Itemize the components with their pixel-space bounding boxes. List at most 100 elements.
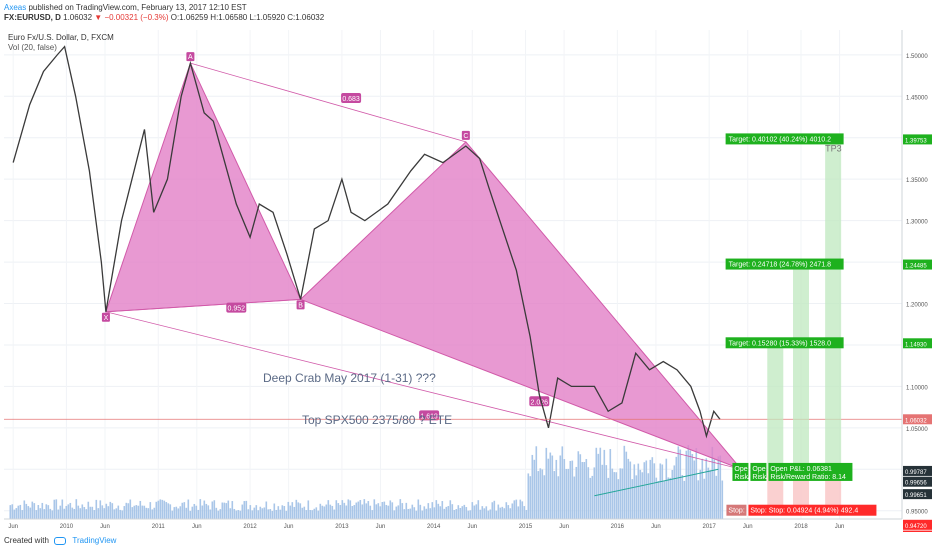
publish-text: published on TradingView.com, February 1… [28, 3, 247, 12]
volume-bar [105, 503, 108, 519]
x-tick-label: 2017 [702, 524, 716, 530]
volume-bar [667, 477, 670, 519]
volume-bar [523, 506, 526, 519]
volume-bar [457, 505, 460, 519]
ratio-label-box [341, 92, 362, 103]
price-tag: 0.99651 [905, 493, 927, 499]
volume-bar [313, 508, 316, 519]
volume-bar [341, 500, 344, 519]
volume-bar [695, 448, 698, 519]
target-zone [825, 139, 842, 471]
volume-bar [569, 460, 572, 519]
volume-bar [247, 509, 250, 519]
author-link[interactable]: Axeas [4, 3, 27, 12]
volume-bar [679, 449, 682, 519]
volume-bar [587, 467, 590, 519]
pattern-leg [105, 298, 301, 313]
volume-bar [311, 510, 314, 519]
x-tick-label: Jun [651, 524, 661, 530]
volume-bar [31, 501, 34, 519]
volume-bar [621, 468, 624, 519]
pattern-point-marker [461, 130, 470, 140]
volume-bar [305, 510, 308, 519]
volume-bar [503, 508, 506, 519]
volume-bar [421, 510, 424, 519]
stop-mini-label: Stop: [728, 508, 744, 515]
volume-bar [407, 508, 410, 519]
x-tick-label: 2011 [152, 524, 166, 530]
volume-bar [15, 508, 18, 519]
chart-labels [594, 468, 719, 497]
x-tick-label: Jun [559, 524, 569, 530]
volume-bar [349, 500, 352, 519]
volume-bar [599, 447, 602, 519]
volume-bar [255, 505, 258, 519]
volume-bar [137, 505, 140, 519]
volume-bar [689, 450, 692, 519]
volume-bar [123, 506, 126, 519]
volume-bar [35, 510, 38, 519]
target-tag-box [903, 338, 932, 349]
volume-bar [173, 507, 176, 519]
position-tool[interactable]: Target: 0.40102 (40.24%) 4010.2 Target: 0… [725, 133, 877, 516]
volume-bar [57, 509, 60, 519]
volume-bar [181, 502, 184, 519]
volume-bar [131, 507, 134, 519]
volume-bar [495, 510, 498, 519]
tradingview-link[interactable]: TradingView [72, 536, 117, 545]
volume-bar [713, 459, 716, 519]
volume-bar [539, 468, 542, 519]
volume-bar [557, 476, 560, 519]
volume-bar [233, 508, 236, 519]
pattern-point-label: B [298, 302, 303, 309]
volume-bar [53, 499, 56, 519]
volume-bar [365, 503, 368, 519]
volume-bar [75, 499, 78, 519]
volume-bar [709, 470, 712, 519]
volume-bar [467, 510, 470, 519]
volume-bar [603, 449, 606, 519]
volume-bar [519, 499, 522, 519]
volume-bar [543, 475, 546, 519]
volume-bar [509, 508, 512, 519]
pattern-leg [105, 311, 742, 470]
volume-bar [251, 510, 254, 519]
volume-bar [69, 502, 72, 519]
volume-bar [427, 503, 430, 519]
volume-bar [687, 445, 690, 519]
volume-bar [323, 506, 326, 519]
volume-bar [81, 504, 84, 519]
volume-bar [625, 451, 628, 519]
volume-bar [435, 500, 438, 519]
volume-bar [485, 506, 488, 519]
volume-bar [401, 503, 404, 519]
x-tick-label: 2010 [60, 524, 74, 530]
volume-bar [163, 500, 166, 519]
volume-bar [21, 510, 24, 519]
volume-bar [475, 504, 478, 519]
volume-bar [209, 509, 212, 519]
volume-bar [321, 505, 324, 519]
volume-bars [9, 445, 724, 519]
volume-bar [189, 510, 192, 519]
x-tick-label: Jun [8, 524, 18, 530]
volume-bar [155, 501, 158, 519]
volume-bar [383, 501, 386, 519]
volume-bar [619, 468, 622, 519]
x-tick-label: 2013 [335, 524, 349, 530]
volume-bar [351, 506, 354, 519]
volume-bar [23, 500, 26, 519]
volume-bar [431, 502, 434, 519]
volume-bar [653, 463, 656, 519]
volume-bar [109, 501, 112, 519]
volume-bar [83, 507, 86, 519]
volume-bar [159, 499, 162, 519]
volume-bar [669, 477, 672, 519]
volume-bar [113, 509, 116, 519]
volume-bar [363, 499, 366, 519]
x-tick-label: 2014 [427, 524, 441, 530]
ratio-label: 0.683 [342, 96, 360, 103]
volume-bar [639, 469, 642, 519]
